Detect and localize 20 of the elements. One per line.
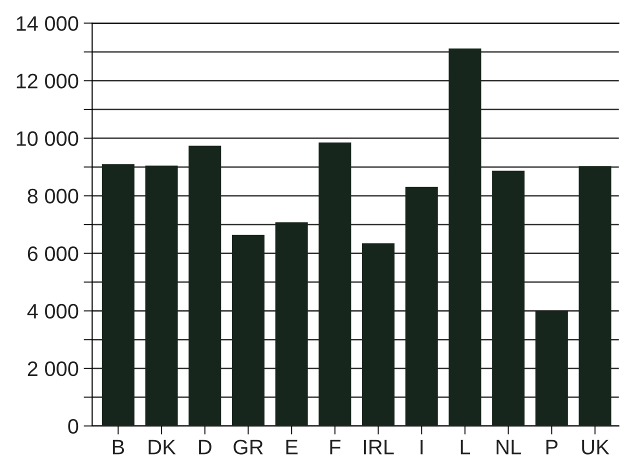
x-tick-label: I [420, 440, 423, 454]
x-tick-label: NL [496, 440, 521, 454]
y-tick-label: 10 000 [16, 131, 78, 146]
y-tick-label: 0 [68, 418, 78, 434]
x-tick-label: GR [234, 440, 263, 454]
x-tick-label: IRL [364, 440, 394, 454]
y-tick-label: 4 000 [27, 304, 78, 319]
x-tick-label: D [199, 440, 212, 454]
x-tick-label: DK [148, 440, 176, 454]
x-tick-label: E [286, 440, 298, 454]
x-tick-label: L [460, 440, 470, 454]
y-tick-label: 12 000 [16, 74, 78, 88]
y-tick-label: 2 000 [28, 361, 78, 376]
y-tick-label: 14 000 [16, 16, 78, 31]
y-tick-label: 8 000 [28, 188, 78, 204]
x-tick-label: P [546, 440, 558, 454]
x-tick-label: F [330, 440, 340, 454]
x-tick-label: UK [582, 440, 610, 454]
y-tick-label: 6 000 [28, 246, 78, 262]
x-tick-label: B [112, 440, 124, 454]
